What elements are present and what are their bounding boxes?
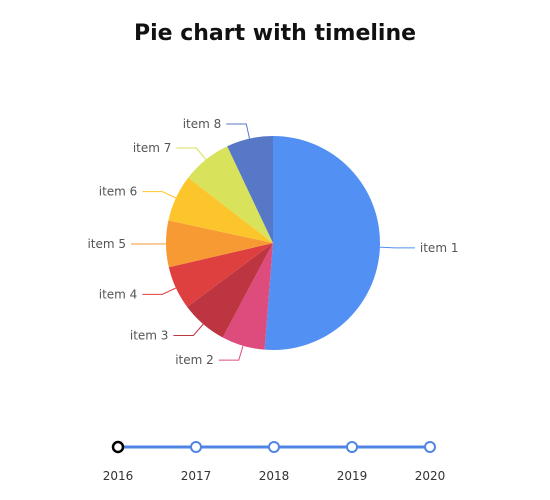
pie-slice-1[interactable] bbox=[264, 136, 380, 350]
timeline-point-2020[interactable] bbox=[424, 441, 436, 453]
pie-slice-2[interactable] bbox=[222, 243, 273, 350]
timeline-label-2016[interactable]: 2016 bbox=[103, 469, 134, 483]
pie-slice-4[interactable] bbox=[168, 243, 273, 307]
leader-line-2 bbox=[218, 345, 244, 361]
slice-label-7: item 7 bbox=[133, 141, 172, 155]
timeline-point-2017[interactable] bbox=[190, 441, 202, 453]
chart-title: Pie chart with timeline bbox=[133, 21, 417, 46]
pie-chart bbox=[166, 136, 380, 350]
slice-label-4: item 4 bbox=[99, 287, 138, 301]
leader-line-4 bbox=[142, 287, 177, 295]
slice-label-2: item 2 bbox=[175, 353, 214, 367]
timeline-point-2016[interactable] bbox=[111, 440, 125, 454]
pie-slice-3[interactable] bbox=[187, 243, 273, 338]
leader-line-7 bbox=[176, 147, 207, 161]
pie-slice-6[interactable] bbox=[168, 177, 273, 243]
slice-label-3: item 3 bbox=[130, 328, 169, 342]
slice-label-1: item 1 bbox=[420, 241, 459, 255]
timeline-label-2019[interactable]: 2019 bbox=[337, 469, 368, 483]
slice-label-8: item 8 bbox=[183, 117, 222, 131]
pie-slice-5[interactable] bbox=[166, 220, 273, 268]
pie-slice-7[interactable] bbox=[188, 146, 273, 243]
leader-line-8 bbox=[226, 123, 251, 139]
leader-line-3 bbox=[173, 323, 204, 336]
timeline-label-2020[interactable]: 2020 bbox=[415, 469, 446, 483]
pie-slice-8[interactable] bbox=[227, 136, 273, 243]
pie-labels: item 1 item 2 item 3 item 4 item 5 item 6 item… bbox=[87, 117, 458, 367]
timeline[interactable]: 2016 2017 2018 2019 2020 bbox=[103, 440, 446, 483]
timeline-point-2019[interactable] bbox=[346, 441, 358, 453]
slice-label-6: item 6 bbox=[99, 185, 138, 199]
timeline-label-2017[interactable]: 2017 bbox=[181, 469, 212, 483]
timeline-point-2018[interactable] bbox=[268, 441, 280, 453]
leader-line-6 bbox=[142, 191, 177, 199]
timeline-label-2018[interactable]: 2018 bbox=[259, 469, 290, 483]
leader-line-1 bbox=[379, 246, 415, 249]
slice-label-5: item 5 bbox=[87, 237, 126, 251]
